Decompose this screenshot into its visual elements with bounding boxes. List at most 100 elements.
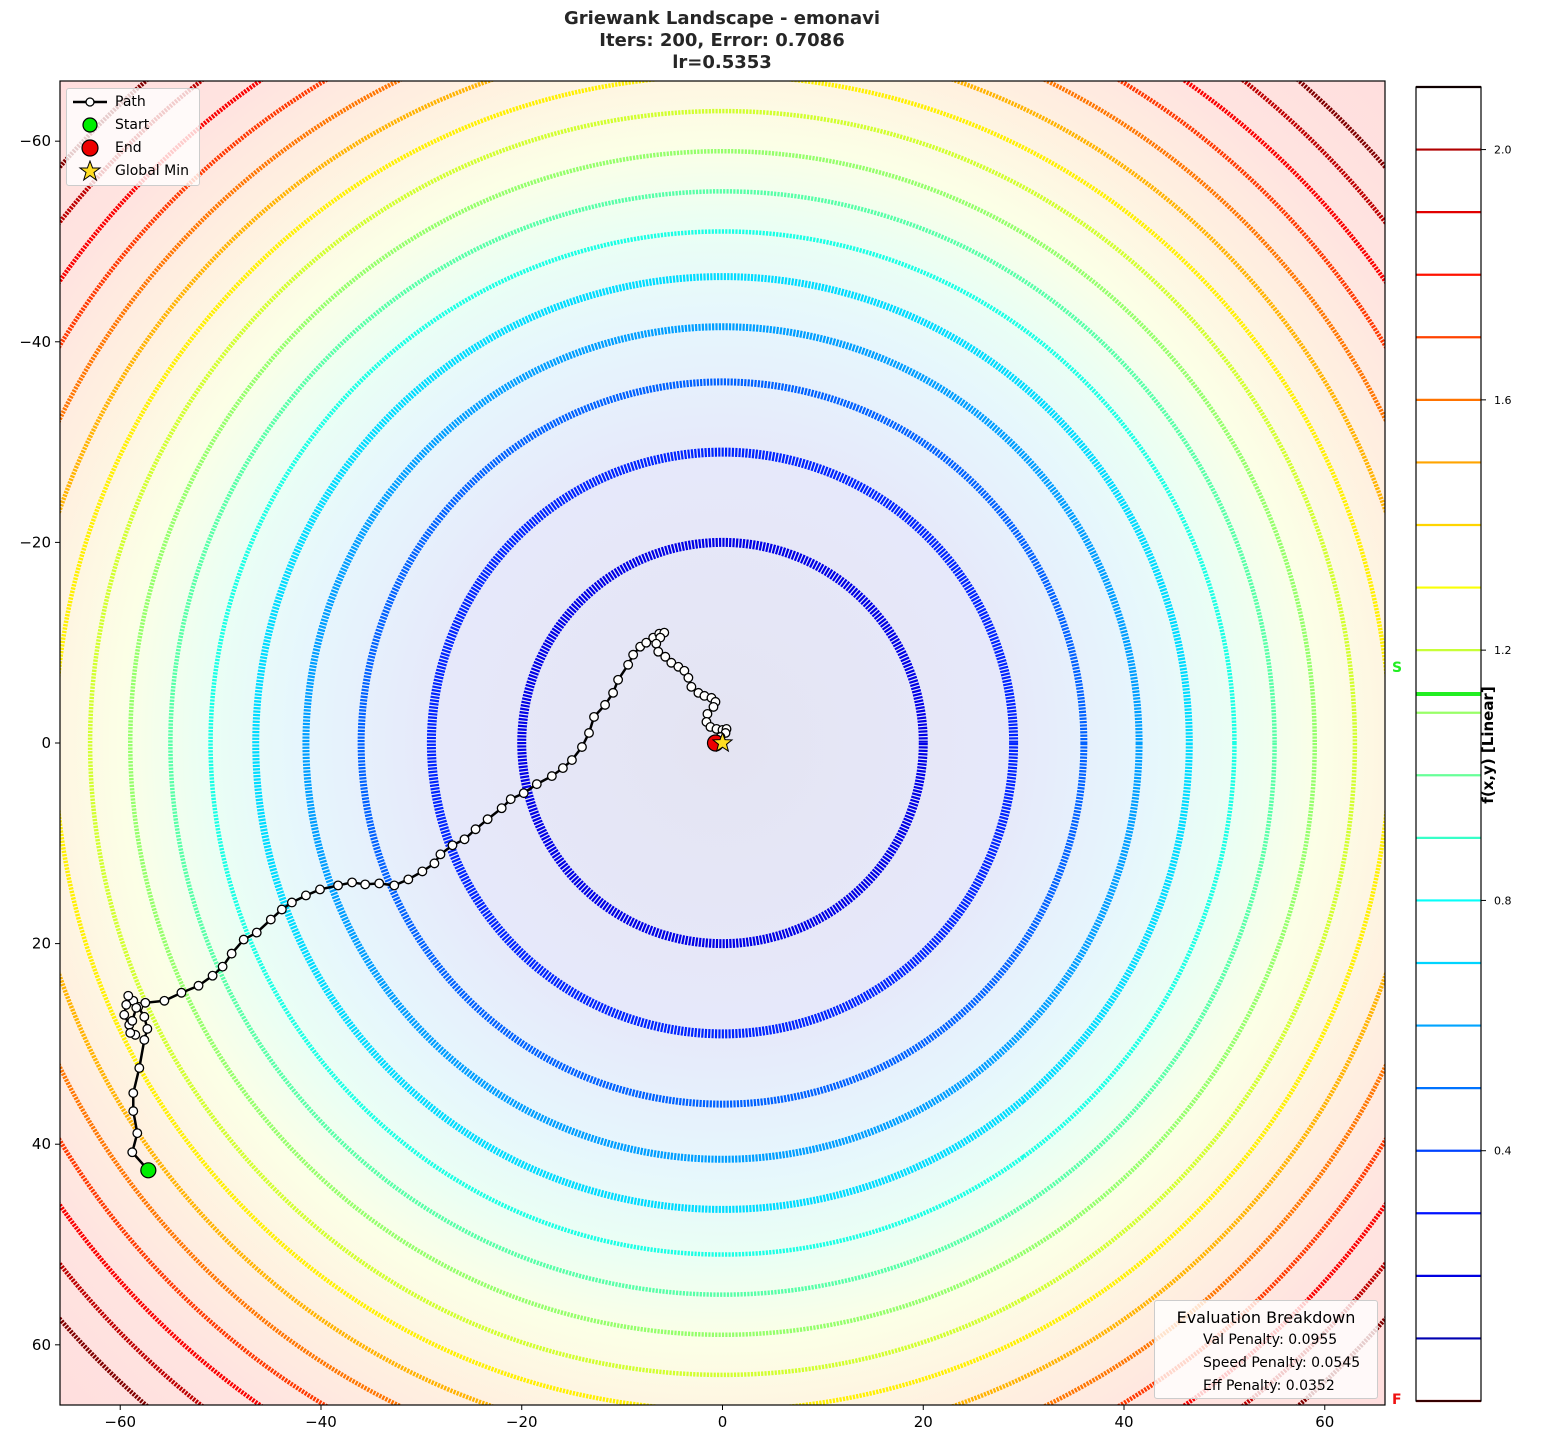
path-point <box>641 637 652 648</box>
contour-ring <box>357 378 1088 1108</box>
path-point <box>389 880 400 891</box>
contour-ring <box>517 537 928 949</box>
path-point <box>496 803 507 814</box>
legend-item-start: Start <box>67 114 199 136</box>
path-point <box>315 884 325 895</box>
title-line-2: Iters: 200, Error: 0.7086 <box>599 30 845 51</box>
legend-item-end: End <box>67 137 199 159</box>
y-tick-label: 60 <box>32 1336 51 1354</box>
x-tick-label: −60 <box>104 1413 136 1431</box>
path-point <box>505 794 516 805</box>
colorbar-tick-label: 0.8 <box>1494 894 1512 907</box>
x-tick-label: −20 <box>506 1413 538 1431</box>
legend: Path Start End Global Min <box>66 88 200 186</box>
x-axis: −60 −40 −20 0 20 40 60 <box>104 1405 1334 1431</box>
legend-item-path: Path <box>67 91 199 113</box>
contour-ring <box>302 323 1143 1163</box>
path-point <box>127 1147 138 1158</box>
speed-penalty: Speed Penalty: 0.0545 <box>1203 1355 1361 1371</box>
path-point <box>374 878 385 889</box>
title-line-1: Griewank Landscape - emonavi <box>564 8 880 29</box>
red-circle-icon <box>81 139 99 157</box>
path-point <box>417 866 428 877</box>
path-point <box>132 1128 143 1139</box>
path-point <box>628 649 639 660</box>
path-point <box>470 824 481 835</box>
path-point <box>613 674 624 685</box>
evaluation-heading: Evaluation Breakdown <box>1176 1308 1356 1327</box>
path-point <box>139 1034 150 1045</box>
path-line-icon <box>73 97 107 107</box>
y-tick-label: −20 <box>19 533 51 551</box>
legend-label: Path <box>115 94 146 110</box>
path-point <box>518 788 529 799</box>
legend-label: Global Min <box>115 163 189 179</box>
colorbar-tick-label: 1.2 <box>1494 644 1512 657</box>
contour-ring <box>87 108 1358 1378</box>
path-point <box>176 987 187 998</box>
y-axis: 60 40 20 0 −20 −40 −60 <box>19 132 60 1354</box>
path-point <box>207 970 218 981</box>
path-point <box>159 995 170 1006</box>
path-point <box>360 879 371 890</box>
path-point <box>333 880 343 891</box>
path-point <box>531 779 542 790</box>
path-point <box>403 874 414 885</box>
contour-ring <box>252 273 1193 1213</box>
colorbar-label: f(x,y) [Linear] <box>1479 686 1497 804</box>
path-point <box>125 1027 136 1038</box>
colorbar-start-marker: S <box>1392 660 1403 676</box>
path-point <box>128 1106 139 1117</box>
path-point <box>435 849 446 860</box>
path-point <box>251 927 262 938</box>
path-point <box>226 948 237 959</box>
path-point <box>702 708 713 719</box>
path-point <box>546 771 557 782</box>
path-point <box>447 840 458 851</box>
path-point <box>140 997 151 1008</box>
legend-label: Start <box>115 117 150 133</box>
path-point <box>589 711 599 722</box>
path-point <box>139 1011 150 1022</box>
path-point <box>608 687 619 698</box>
path-point <box>121 999 132 1010</box>
contour-ring <box>128 148 1317 1338</box>
path-point <box>131 1002 142 1013</box>
val-penalty: Val Penalty: 0.0955 <box>1203 1332 1338 1348</box>
path-point <box>577 742 587 752</box>
path-markers <box>140 731 734 1179</box>
legend-item-global-min: Global Min <box>67 160 199 182</box>
contour-ring <box>168 189 1277 1297</box>
x-tick-label: 0 <box>718 1413 728 1431</box>
star-icon <box>78 160 102 182</box>
contour-ring <box>208 229 1237 1257</box>
path-point <box>482 814 493 825</box>
path-point <box>300 890 311 901</box>
y-tick-label: −60 <box>19 132 51 150</box>
path-point <box>142 1023 153 1034</box>
path-point <box>217 961 228 972</box>
title-line-3: lr=0.5353 <box>672 52 772 73</box>
contour-ring <box>426 447 1019 1039</box>
x-tick-label: 60 <box>1315 1413 1334 1431</box>
green-circle-icon <box>82 117 98 133</box>
colorbar-tick-label: 0.4 <box>1494 1145 1512 1158</box>
path-point <box>128 1088 139 1099</box>
x-tick-label: 20 <box>914 1413 933 1431</box>
y-tick-label: 40 <box>32 1135 51 1153</box>
path-point <box>134 1063 145 1073</box>
x-tick-label: −40 <box>305 1413 337 1431</box>
colorbar-tick-label: 1.6 <box>1494 394 1512 407</box>
path-point <box>459 834 470 845</box>
x-tick-label: 40 <box>1114 1413 1133 1431</box>
start-marker <box>140 1162 157 1179</box>
path-point <box>429 858 440 869</box>
path-point <box>127 1015 138 1026</box>
y-tick-label: 0 <box>41 734 51 752</box>
path-point <box>686 681 697 692</box>
path-point <box>119 1009 130 1020</box>
path-point <box>193 980 204 991</box>
eff-penalty: Eff Penalty: 0.0352 <box>1203 1378 1335 1394</box>
